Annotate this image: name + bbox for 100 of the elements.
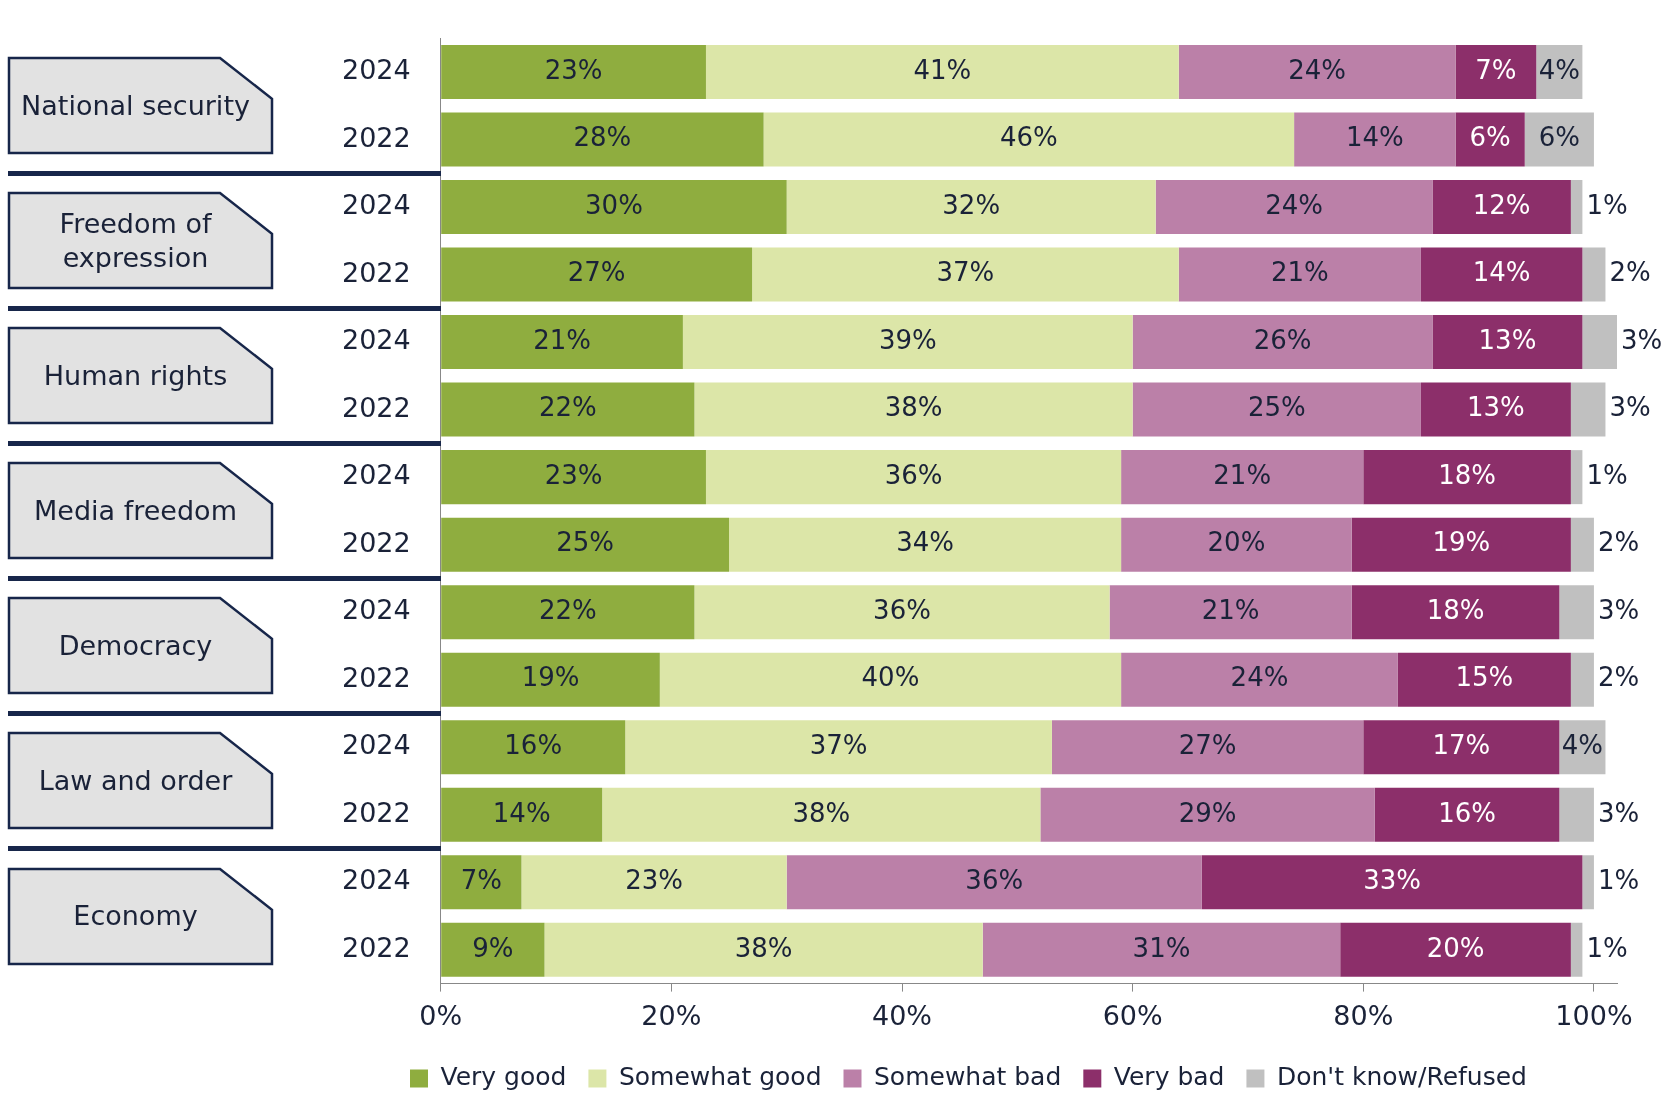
data-label: 23% [544,54,603,85]
data-label: 7% [460,865,502,896]
data-label: 30% [585,189,643,220]
data-label: 2% [1609,257,1651,288]
data-label: 1% [1597,865,1640,896]
data-label: 23% [544,459,603,490]
bar [441,44,706,99]
data-label: 23% [625,865,683,896]
bar [1294,112,1456,167]
data-label: 3% [1621,324,1663,355]
bar [1432,180,1571,235]
bar [1363,720,1560,775]
data-label: 3% [1609,392,1651,423]
bar [1121,450,1364,505]
bar [441,315,683,370]
bar [1351,517,1571,572]
data-label: 25% [1247,392,1306,423]
data-label: 41% [913,54,972,85]
data-label: 28% [573,122,632,153]
data-label: 20% [1426,932,1485,963]
bar [1363,450,1571,505]
legend-label: Somewhat bad [874,1062,1062,1091]
bar [1201,855,1583,910]
data-label: 15% [1455,662,1514,693]
bar [694,382,1133,437]
text: National security [20,88,251,123]
data-label: 14% [1345,122,1404,153]
bar [1340,922,1571,977]
bar [1559,585,1594,640]
legend-label: Very good [440,1062,567,1091]
y-tick-label: 2024 [341,53,411,85]
y-tick-label: 2022 [341,796,411,828]
data-label: 29% [1178,797,1237,828]
bar [544,922,983,977]
bar [982,922,1341,977]
x-tick-label: 100% [1555,999,1633,1031]
data-label: 20% [1207,527,1266,558]
y-tick-label: 2022 [341,391,411,423]
bar [786,855,1202,910]
data-label: 37% [936,257,995,288]
bar [441,585,695,640]
bar [1178,44,1456,99]
bar [705,44,1179,99]
legend-label: Very bad [1113,1062,1225,1091]
bar [1132,382,1421,437]
bar [625,720,1052,775]
legend-label: Somewhat good [618,1062,822,1091]
data-label: 13% [1467,392,1525,423]
bar [763,112,1295,167]
data-label: 38% [884,392,943,423]
x-tick-label: 80% [1333,999,1394,1031]
data-label: 9% [472,932,514,963]
bar [441,112,764,167]
y-tick-label: 2022 [341,931,411,963]
bar [1570,180,1583,235]
data-label: 14% [492,797,551,828]
data-label: 27% [1178,730,1237,760]
x-tick-label: 0% [419,999,463,1031]
text: Economy [72,899,199,934]
bar [694,585,1110,640]
bar [1582,247,1606,302]
text: Media freedom [33,494,238,528]
data-label: 1% [1586,189,1628,220]
data-label: 37% [809,730,868,760]
bar [729,517,1122,572]
bar [1582,315,1617,370]
data-label: 1% [1586,459,1628,490]
bar [441,720,626,775]
data-label: 34% [896,527,954,558]
data-label: 12% [1472,189,1531,220]
bar [1132,315,1433,370]
x-tick-label: 40% [871,999,933,1031]
data-label: 19% [521,662,580,693]
data-label: 24% [1230,662,1289,693]
data-label: 2% [1597,662,1640,693]
data-label: 16% [504,730,563,760]
bar [1570,382,1606,437]
bar [1570,652,1594,707]
text: Democracy [57,629,214,664]
data-label: 17% [1432,730,1491,760]
bar [521,855,787,910]
bar [1455,112,1525,167]
y-tick-label: 2022 [341,526,411,558]
data-label: 36% [965,865,1024,896]
y-tick-label: 2024 [341,459,411,491]
bar [1582,855,1594,910]
data-label: 1% [1586,932,1628,963]
bar [786,180,1156,235]
data-label: 14% [1472,257,1531,288]
data-label: 46% [999,122,1058,153]
bar [441,247,753,302]
text: Law and order [37,764,234,799]
bar [1121,517,1352,572]
data-label: 6% [1469,122,1511,153]
bar [1455,44,1537,99]
bar [1351,585,1560,640]
bar [1432,315,1583,370]
data-label: 7% [1475,54,1517,85]
data-label: 25% [556,527,615,558]
data-label: 21% [1270,257,1329,288]
